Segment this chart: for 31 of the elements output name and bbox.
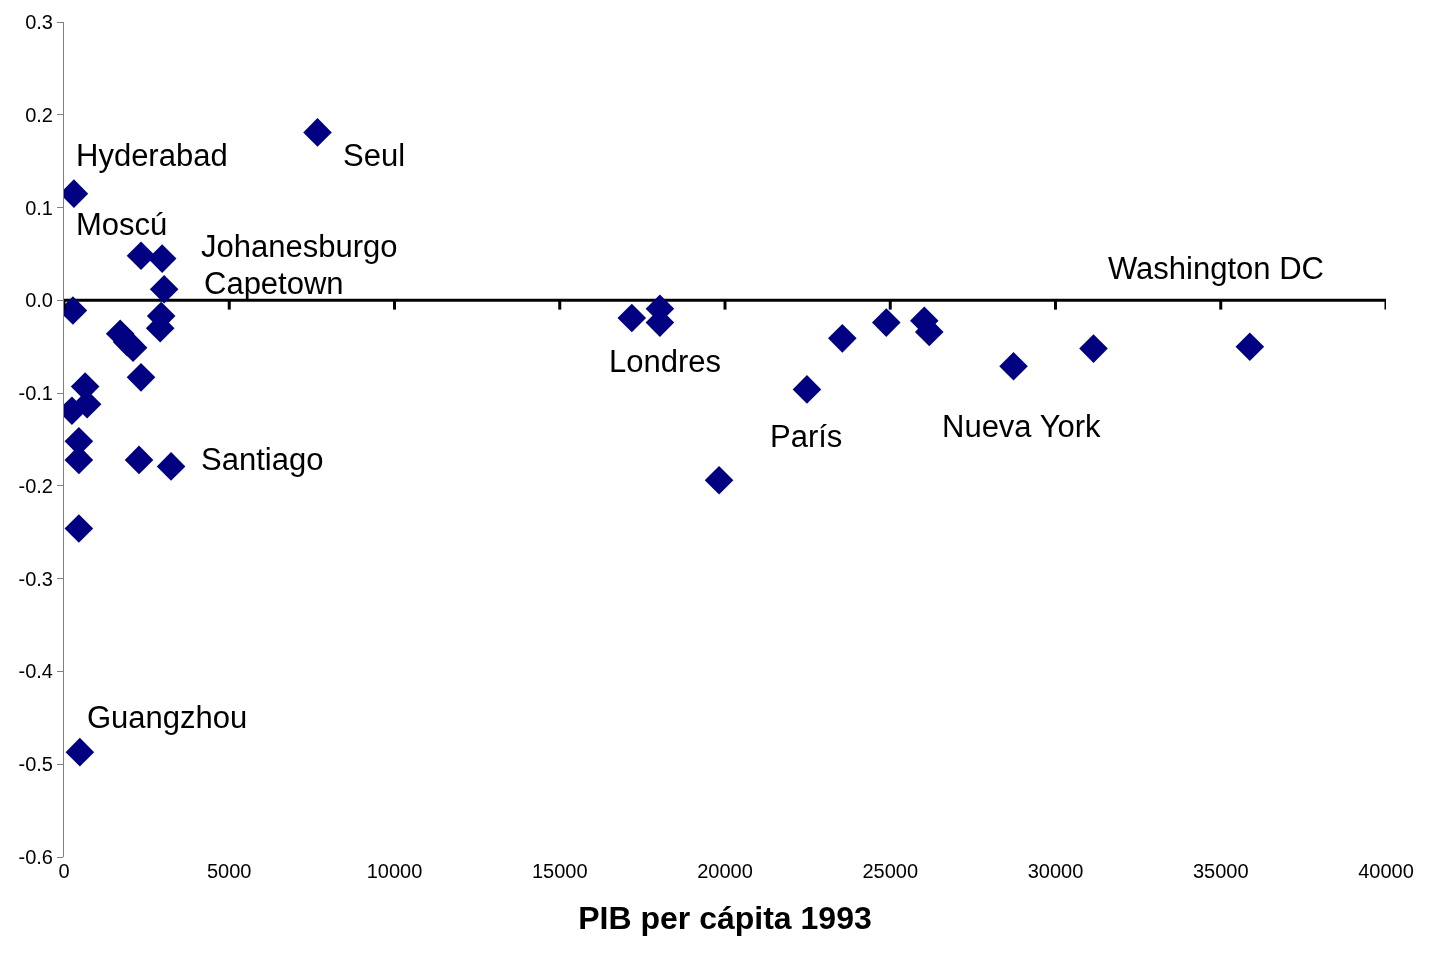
y-tick-label: 0.3 [25,11,53,33]
x-tick-label: 20000 [697,860,753,882]
annotation: Santiago [201,442,324,477]
annotation: Hyderabad [76,138,228,173]
y-tick-label: -0.1 [18,382,53,405]
y-tick-label: -0.5 [18,753,53,776]
y-tick-label: -0.2 [18,474,53,497]
annotation: Moscú [76,207,168,242]
x-axis-title: PIB per cápita 1993 [578,899,872,936]
x-tick-label: 15000 [531,860,588,882]
y-tick-label: -0.6 [18,846,53,868]
annotation: Seul [343,138,406,173]
y-tick-label: 0.0 [25,289,53,312]
annotation: Washington DC [1108,251,1324,286]
x-tick-label: 30000 [1027,860,1084,882]
x-tick-label: 10000 [366,860,423,882]
annotation: París [770,419,843,454]
annotation: Capetown [204,266,344,301]
x-tick-label: 0 [58,860,70,882]
x-tick-label: 35000 [1192,860,1249,882]
x-tick-label: 25000 [862,860,919,882]
annotation: Guangzhou [87,700,248,735]
y-tick-label: -0.3 [18,567,53,590]
annotation: Londres [609,344,722,379]
annotation: Johanesburgo [201,229,398,264]
x-tick-label: 5000 [207,860,252,882]
y-tick-label: 0.2 [25,103,53,126]
y-tick-label: 0.1 [25,196,53,219]
x-tick-label: 40000 [1358,860,1414,882]
y-tick-label: -0.4 [18,660,53,683]
annotation: Nueva York [942,409,1102,444]
